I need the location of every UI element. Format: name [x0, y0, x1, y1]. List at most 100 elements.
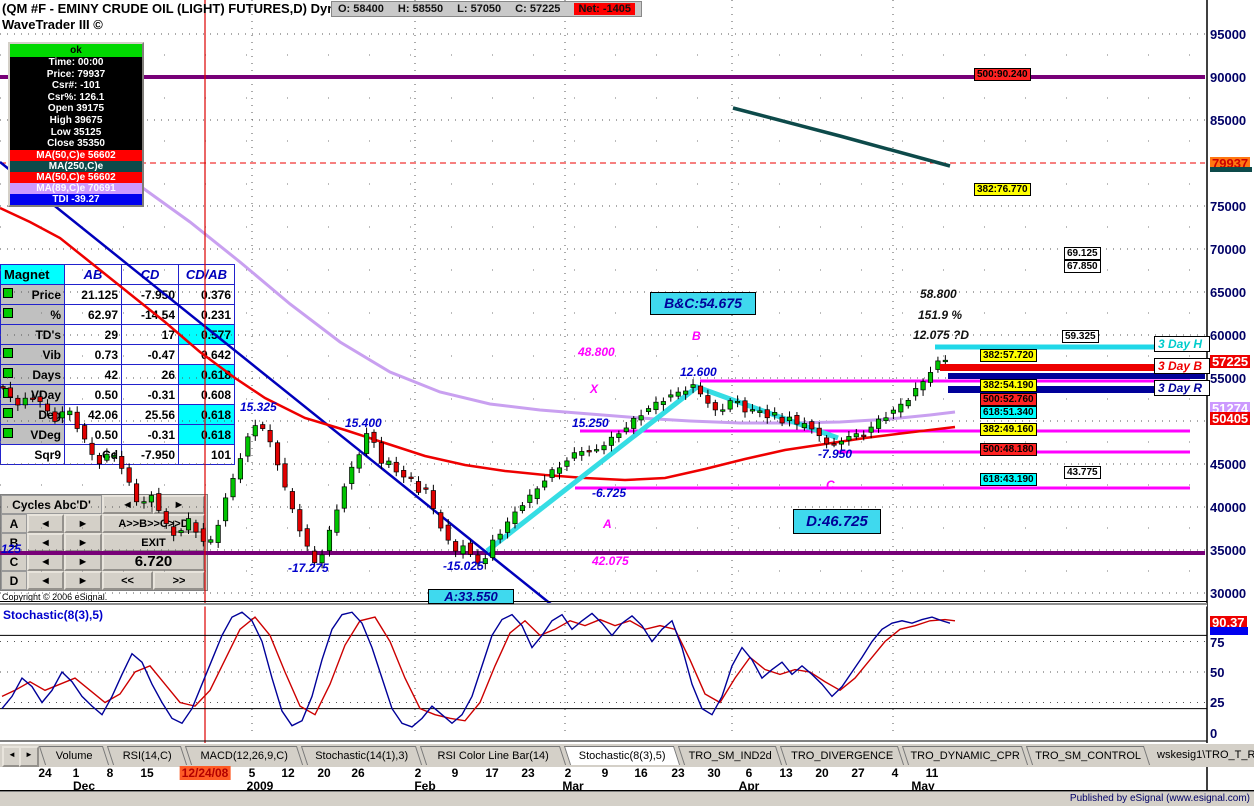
chart-annotation: 12.600	[680, 365, 717, 379]
cycle-a-back-button[interactable]: ◄	[27, 514, 64, 533]
fib-level-label: 382:49.160	[980, 423, 1037, 436]
chart-annotation: 151.9 %	[918, 308, 963, 322]
data-window-ma-row: MA(50,C)e 56602	[10, 149, 142, 161]
date-tick: 23	[671, 766, 685, 780]
cycles-step-fwd-button[interactable]: >>	[153, 571, 205, 590]
toggle-checkbox[interactable]	[3, 348, 13, 358]
chart-annotation: X	[590, 382, 599, 396]
date-tick: 2	[564, 766, 572, 780]
month-label-mar: Mar	[562, 779, 584, 793]
data-window-row: Price: 79937	[46, 68, 106, 80]
tab-tro-divergence[interactable]: TRO_DIVERGENCE	[779, 746, 905, 765]
tab-label: RSI Color Line Bar(14)	[437, 750, 549, 762]
magnet-cell-cdab: 0.618	[178, 424, 235, 445]
open-value: O: 58400	[338, 3, 384, 15]
study-tab-strip: ◄ ► Volume RSI(14,C) MACD(12,26,9,C) Stochast…	[0, 743, 1254, 767]
magnet-cell-cdab: 0.231	[178, 304, 235, 325]
price-axis-label: 30000	[1210, 586, 1247, 601]
tab-label: Stochastic(14(1),3)	[315, 750, 409, 762]
ma50-line	[0, 206, 956, 482]
tab-stochastic-8-3-5-[interactable]: Stochastic(8(3),5)	[563, 746, 681, 765]
chart-annotation: 58.800	[920, 287, 957, 301]
magnet-cell-cdab: 101	[178, 444, 235, 465]
date-tick: 9	[451, 766, 459, 780]
tab-rsi-color-line-bar-14-[interactable]: RSI Color Line Bar(14)	[419, 746, 567, 765]
fib-level-label: 500:90.240	[974, 68, 1031, 81]
price-axis-label: 85000	[1210, 113, 1247, 128]
tab-volume[interactable]: Volume	[38, 746, 110, 765]
magnet-cell-cdab: 0.376	[178, 284, 235, 305]
toggle-checkbox[interactable]	[3, 288, 13, 298]
toggle-checkbox[interactable]	[3, 408, 13, 418]
three-day-pivot-label: 3 Day R	[1154, 380, 1210, 396]
tab-stochastic-14-1-3-[interactable]: Stochastic(14(1),3)	[300, 746, 423, 765]
tab-scroll-right-button[interactable]: ►	[19, 746, 39, 767]
chart-annotation: -7.950	[818, 447, 853, 461]
cycle-letter-b: B	[1, 533, 27, 552]
magnet-header-magnet: Magnet	[0, 264, 65, 285]
ma89-line	[139, 184, 956, 425]
chart-title: (QM #F - EMINY CRUDE OIL (LIGHT) FUTURES…	[2, 1, 343, 16]
copyright-text: Copyright © 2006 eSignal.	[2, 592, 108, 602]
price-axis-label: 45000	[1210, 457, 1247, 472]
tab-scroll-left-button[interactable]: ◄	[2, 746, 22, 767]
tab-tro-dynamic-cpr[interactable]: TRO_DYNAMIC_CPR	[901, 746, 1029, 765]
tab-tro-sm-control[interactable]: TRO_SM_CONTROL	[1025, 746, 1151, 765]
month-label-apr: Apr	[738, 779, 760, 793]
data-window-row: Csr%: 126.1	[47, 91, 105, 103]
magnet-row-price: Price	[0, 284, 65, 305]
efs-signal-text: wskesig1\TRO_T_RSI trade signal.EFS(,,,,…	[1157, 749, 1254, 761]
date-tick: 26	[351, 766, 365, 780]
price-axis-label: 90000	[1210, 70, 1247, 85]
chart-annotation: -15.025	[443, 559, 484, 573]
data-window-ma-row: TDI -39.27	[10, 193, 142, 205]
cycle-d-back-button[interactable]: ◄	[27, 571, 64, 590]
cycle-a-fwd-button[interactable]: ►	[64, 514, 102, 533]
fib-level-label: 382:57.720	[980, 349, 1037, 362]
tab-tro-sm-ind2d[interactable]: TRO_SM_IND2d	[677, 746, 783, 765]
month-label-dec: Dec	[72, 779, 96, 793]
date-tick: 20	[815, 766, 829, 780]
price-axis-label: 70000	[1210, 242, 1247, 257]
chart-annotation: B	[692, 329, 701, 343]
magnet-cell-cd: 25.56	[121, 404, 179, 425]
data-window-row: Csr#: -101	[51, 80, 101, 92]
low-value: L: 57050	[457, 3, 502, 15]
price-axis-label	[1210, 627, 1248, 635]
date-axis-divider	[0, 790, 1254, 791]
tab-rsi-14-c-[interactable]: RSI(14,C)	[106, 746, 188, 765]
price-axis-label: 95000	[1210, 27, 1247, 42]
tab-label: TRO_SM_CONTROL	[1035, 750, 1142, 762]
cycle-d-fwd-button[interactable]: ►	[64, 571, 102, 590]
price-axis-label: 79937	[1210, 156, 1251, 171]
data-window-row: Time: 00:00	[48, 57, 104, 68]
price-target-label: 69.125	[1064, 247, 1101, 260]
price-axis-label: 50405	[1210, 411, 1251, 426]
tab-macd-12-26-9-c-[interactable]: MACD(12,26,9,C)	[184, 746, 304, 765]
data-window-ma-row: MA(250,C)e	[10, 160, 142, 172]
chart-annotation: -17.275	[288, 561, 329, 575]
magnet-header-cd-ab: CD/AB	[178, 264, 235, 285]
net-change-badge: Net: -1405	[574, 3, 636, 15]
data-window-ma-row: MA(50,C)e 56602	[10, 171, 142, 183]
ohlc-readout: O: 58400 H: 58550 L: 57050 C: 57225 Net:…	[331, 1, 643, 17]
price-axis-label: 90.37	[1210, 615, 1247, 630]
high-value: H: 58550	[397, 3, 444, 15]
magnet-cell-ab: 0.50	[64, 384, 122, 405]
magnet-row-sqr9: Sqr9	[0, 444, 65, 465]
toggle-checkbox[interactable]	[3, 428, 13, 438]
cycles-value-display[interactable]: 6.720	[102, 552, 205, 571]
cycles-step-back-button[interactable]: <<	[102, 571, 153, 590]
magnet-row-vib: Vib	[0, 344, 65, 365]
magnet-header-ab: AB	[64, 264, 122, 285]
price-target-label: 43.775	[1064, 466, 1101, 479]
cycles-sequence-button[interactable]: A>>B>>C>>D	[102, 514, 205, 533]
chart-annotation: 125	[1, 542, 22, 556]
price-axis-label: 57225	[1210, 354, 1251, 369]
cycles-prev-button[interactable]: ◄	[102, 495, 153, 514]
price-axis-label: 25	[1210, 695, 1225, 710]
price-axis-label: 35000	[1210, 543, 1247, 558]
toggle-checkbox[interactable]	[3, 308, 13, 318]
fib-level-label: 500:52.760	[980, 393, 1037, 406]
downtrend-line	[0, 161, 553, 606]
